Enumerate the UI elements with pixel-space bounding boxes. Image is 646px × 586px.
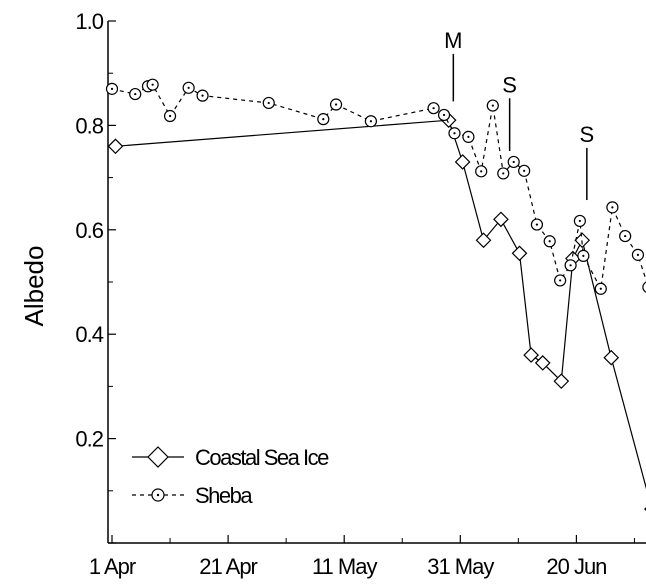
x-tick-label: 1 Apr bbox=[89, 554, 136, 579]
data-point-sheba-dot bbox=[268, 102, 270, 104]
x-tick-label: 11 May bbox=[312, 554, 378, 579]
data-point-coastal-sea-ice bbox=[494, 212, 508, 226]
data-point-sheba-dot bbox=[467, 136, 469, 138]
data-point-sheba-dot bbox=[513, 161, 515, 163]
y-tick-label: 1.0 bbox=[75, 9, 103, 34]
legend-marker-sheba-dot bbox=[157, 494, 159, 496]
data-point-sheba-dot bbox=[188, 87, 190, 89]
annotation-label: S bbox=[502, 72, 517, 97]
data-point-sheba-dot bbox=[322, 118, 324, 120]
data-point-sheba-dot bbox=[111, 88, 113, 90]
legend-label-sheba: Sheba bbox=[195, 483, 253, 508]
data-point-sheba-dot bbox=[536, 223, 538, 225]
data-point-sheba-dot bbox=[582, 255, 584, 257]
annotation-label: S bbox=[580, 122, 595, 147]
data-point-coastal-sea-ice bbox=[456, 155, 470, 169]
y-axis-label: Albedo bbox=[19, 246, 49, 327]
data-point-sheba-dot bbox=[443, 114, 445, 116]
x-tick-label: 20 Jun bbox=[546, 554, 606, 579]
data-point-sheba-dot bbox=[432, 107, 434, 109]
data-point-coastal-sea-ice bbox=[108, 139, 122, 153]
data-point-coastal-sea-ice bbox=[477, 233, 491, 247]
data-point-coastal-sea-ice bbox=[513, 246, 527, 260]
data-point-sheba-dot bbox=[480, 170, 482, 172]
series-layer bbox=[107, 79, 646, 516]
data-point-sheba-dot bbox=[637, 254, 639, 256]
legend: Coastal Sea Ice Sheba bbox=[132, 445, 329, 508]
data-point-coastal-sea-ice bbox=[524, 348, 538, 362]
data-point-sheba-dot bbox=[335, 103, 337, 105]
y-tick-label: 0.4 bbox=[75, 322, 103, 347]
data-point-sheba-dot bbox=[523, 170, 525, 172]
data-point-coastal-sea-ice bbox=[604, 351, 618, 365]
data-point-sheba-dot bbox=[624, 235, 626, 237]
data-point-sheba-dot bbox=[492, 104, 494, 106]
data-point-sheba-dot bbox=[569, 264, 571, 266]
annotation-label: M bbox=[444, 28, 462, 53]
x-tick-label: 21 Apr bbox=[199, 554, 257, 579]
legend-marker-coastal-sea-ice bbox=[148, 447, 168, 467]
data-point-sheba-dot bbox=[611, 206, 613, 208]
data-point-sheba-dot bbox=[134, 93, 136, 95]
data-point-sheba-dot bbox=[559, 279, 561, 281]
y-tick-label: 0.8 bbox=[75, 113, 103, 138]
data-point-sheba-dot bbox=[600, 288, 602, 290]
data-point-sheba-dot bbox=[502, 172, 504, 174]
data-point-sheba-dot bbox=[370, 120, 372, 122]
data-point-sheba-dot bbox=[201, 95, 203, 97]
data-point-sheba-dot bbox=[549, 240, 551, 242]
data-point-coastal-sea-ice bbox=[575, 233, 589, 247]
y-tick-label: 0.2 bbox=[75, 427, 103, 452]
data-point-sheba-dot bbox=[453, 132, 455, 134]
x-axis-ticks: 1 Apr 21 Apr 11 May 31 May 20 Jun bbox=[89, 535, 635, 579]
data-point-sheba-dot bbox=[169, 115, 171, 117]
x-tick-label: 31 May bbox=[427, 554, 494, 579]
data-point-sheba-dot bbox=[152, 84, 154, 86]
data-point-sheba-dot bbox=[579, 220, 581, 222]
legend-label-coastal-sea-ice: Coastal Sea Ice bbox=[195, 445, 329, 470]
y-tick-label: 0.6 bbox=[75, 218, 103, 243]
